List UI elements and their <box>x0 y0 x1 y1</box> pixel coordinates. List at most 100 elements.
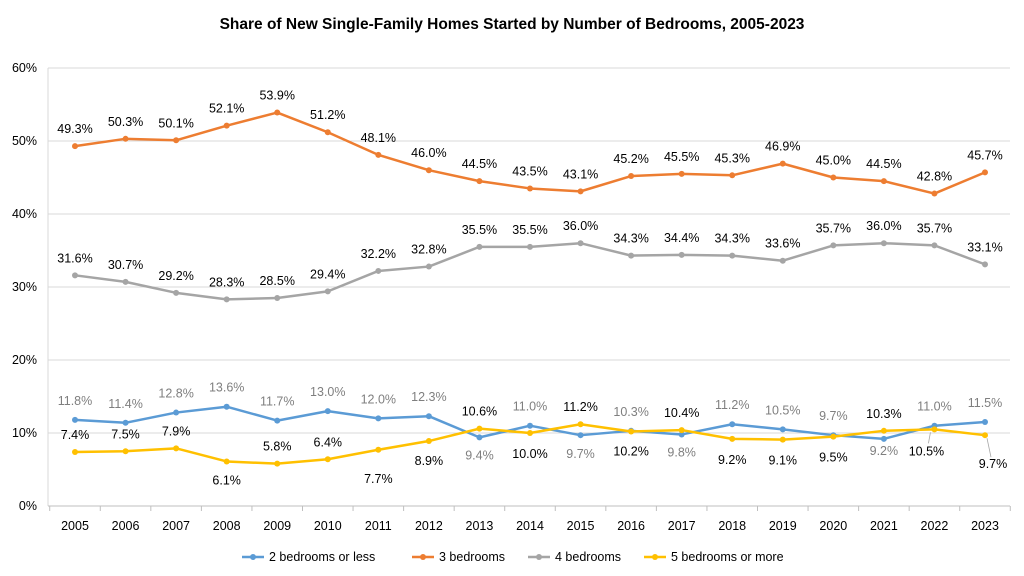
data-label: 11.4% <box>108 397 143 411</box>
x-tick-label: 2008 <box>213 519 241 533</box>
data-point <box>830 433 837 440</box>
data-label: 8.9% <box>415 454 444 468</box>
data-point <box>628 252 635 259</box>
y-tick-label: 0% <box>19 499 37 513</box>
data-label: 7.7% <box>364 472 393 486</box>
data-label: 9.2% <box>870 444 899 458</box>
data-point <box>577 421 584 428</box>
data-point <box>223 122 230 129</box>
legend: 2 bedrooms or less 3 bedrooms 4 bedrooms 5 … <box>242 550 784 564</box>
data-label: 36.0% <box>563 219 598 233</box>
legend-label: 2 bedrooms or less <box>269 550 375 564</box>
data-label: 33.6% <box>765 237 800 251</box>
data-point <box>72 448 78 455</box>
data-point <box>729 435 736 442</box>
data-label: 48.1% <box>361 131 396 145</box>
x-tick-label: 2006 <box>112 519 140 533</box>
data-point <box>324 129 331 136</box>
data-label: 29.2% <box>158 269 193 283</box>
data-label: 42.8% <box>917 170 952 184</box>
data-point <box>830 174 837 181</box>
data-point <box>628 428 635 435</box>
data-point <box>122 135 129 142</box>
data-label: 12.8% <box>158 387 193 401</box>
data-label: 34.3% <box>613 232 648 246</box>
data-point <box>678 431 685 438</box>
data-label: 32.8% <box>411 243 446 257</box>
data-point <box>527 243 533 250</box>
data-label: 45.5% <box>664 150 699 164</box>
data-point <box>425 413 432 420</box>
data-label: 35.5% <box>462 223 497 237</box>
data-label: 34.3% <box>714 232 749 246</box>
data-point <box>476 243 483 250</box>
data-point <box>729 252 736 259</box>
x-tick-label: 2016 <box>617 519 645 533</box>
data-label: 11.0% <box>917 400 952 414</box>
leader-line <box>986 438 992 458</box>
data-point <box>577 188 584 195</box>
x-tick-label: 2018 <box>718 519 746 533</box>
data-label: 50.3% <box>108 115 143 129</box>
data-label: 9.1% <box>769 454 798 468</box>
data-point <box>779 436 786 443</box>
data-label: 10.3% <box>613 405 648 419</box>
data-point <box>678 251 685 258</box>
x-tick-label: 2013 <box>466 519 494 533</box>
data-label: 13.0% <box>310 385 345 399</box>
x-tick-label: 2014 <box>516 519 544 533</box>
x-tick-label: 2020 <box>819 519 847 533</box>
data-point <box>830 242 837 249</box>
x-tick-label: 2007 <box>162 519 190 533</box>
data-label: 45.0% <box>816 154 851 168</box>
data-point <box>779 160 786 167</box>
data-label: 35.7% <box>816 221 851 235</box>
x-tick-label: 2010 <box>314 519 342 533</box>
data-label: 53.9% <box>259 89 294 103</box>
data-point <box>72 143 78 150</box>
data-label: 11.0% <box>513 400 548 414</box>
data-label: 31.6% <box>57 251 92 265</box>
data-label: 32.2% <box>361 247 396 261</box>
data-label: 45.7% <box>967 148 1002 162</box>
data-point <box>982 432 988 439</box>
data-point <box>274 417 281 424</box>
data-point <box>729 172 736 179</box>
data-point <box>527 422 533 429</box>
data-point <box>678 170 685 177</box>
data-label: 50.1% <box>158 116 193 130</box>
data-point <box>173 289 180 296</box>
data-label: 12.0% <box>361 392 396 406</box>
data-label: 10.0% <box>512 447 547 461</box>
data-point <box>880 178 887 185</box>
data-label: 7.5% <box>111 427 140 441</box>
chart-title: Share of New Single-Family Homes Started… <box>219 16 805 33</box>
data-label: 10.2% <box>613 445 648 459</box>
x-tick-label: 2011 <box>365 519 392 533</box>
data-label: 46.0% <box>411 146 446 160</box>
x-tick-label: 2021 <box>870 519 898 533</box>
data-point <box>779 426 786 433</box>
data-point <box>173 445 180 452</box>
data-point <box>527 185 533 192</box>
data-point <box>72 416 78 423</box>
data-point <box>982 419 988 426</box>
data-label: 46.9% <box>765 140 800 154</box>
data-point <box>375 267 382 274</box>
data-point <box>375 151 382 158</box>
axes: 0% 10% 20% 30% 40% 50% 60% 2005 2006 2007 2008 2009… <box>12 61 1011 533</box>
data-point <box>274 294 281 301</box>
x-tick-label: 2017 <box>668 519 696 533</box>
data-label: 12.3% <box>411 390 446 404</box>
data-label: 11.7% <box>260 395 295 409</box>
data-label: 43.1% <box>563 167 598 181</box>
data-label: 9.2% <box>718 453 747 467</box>
data-point <box>274 109 281 116</box>
legend-label: 4 bedrooms <box>555 550 621 564</box>
data-point <box>173 409 180 416</box>
data-point <box>931 426 938 433</box>
data-point <box>274 460 281 467</box>
legend-swatch-marker <box>420 554 426 560</box>
data-label: 35.7% <box>917 221 952 235</box>
